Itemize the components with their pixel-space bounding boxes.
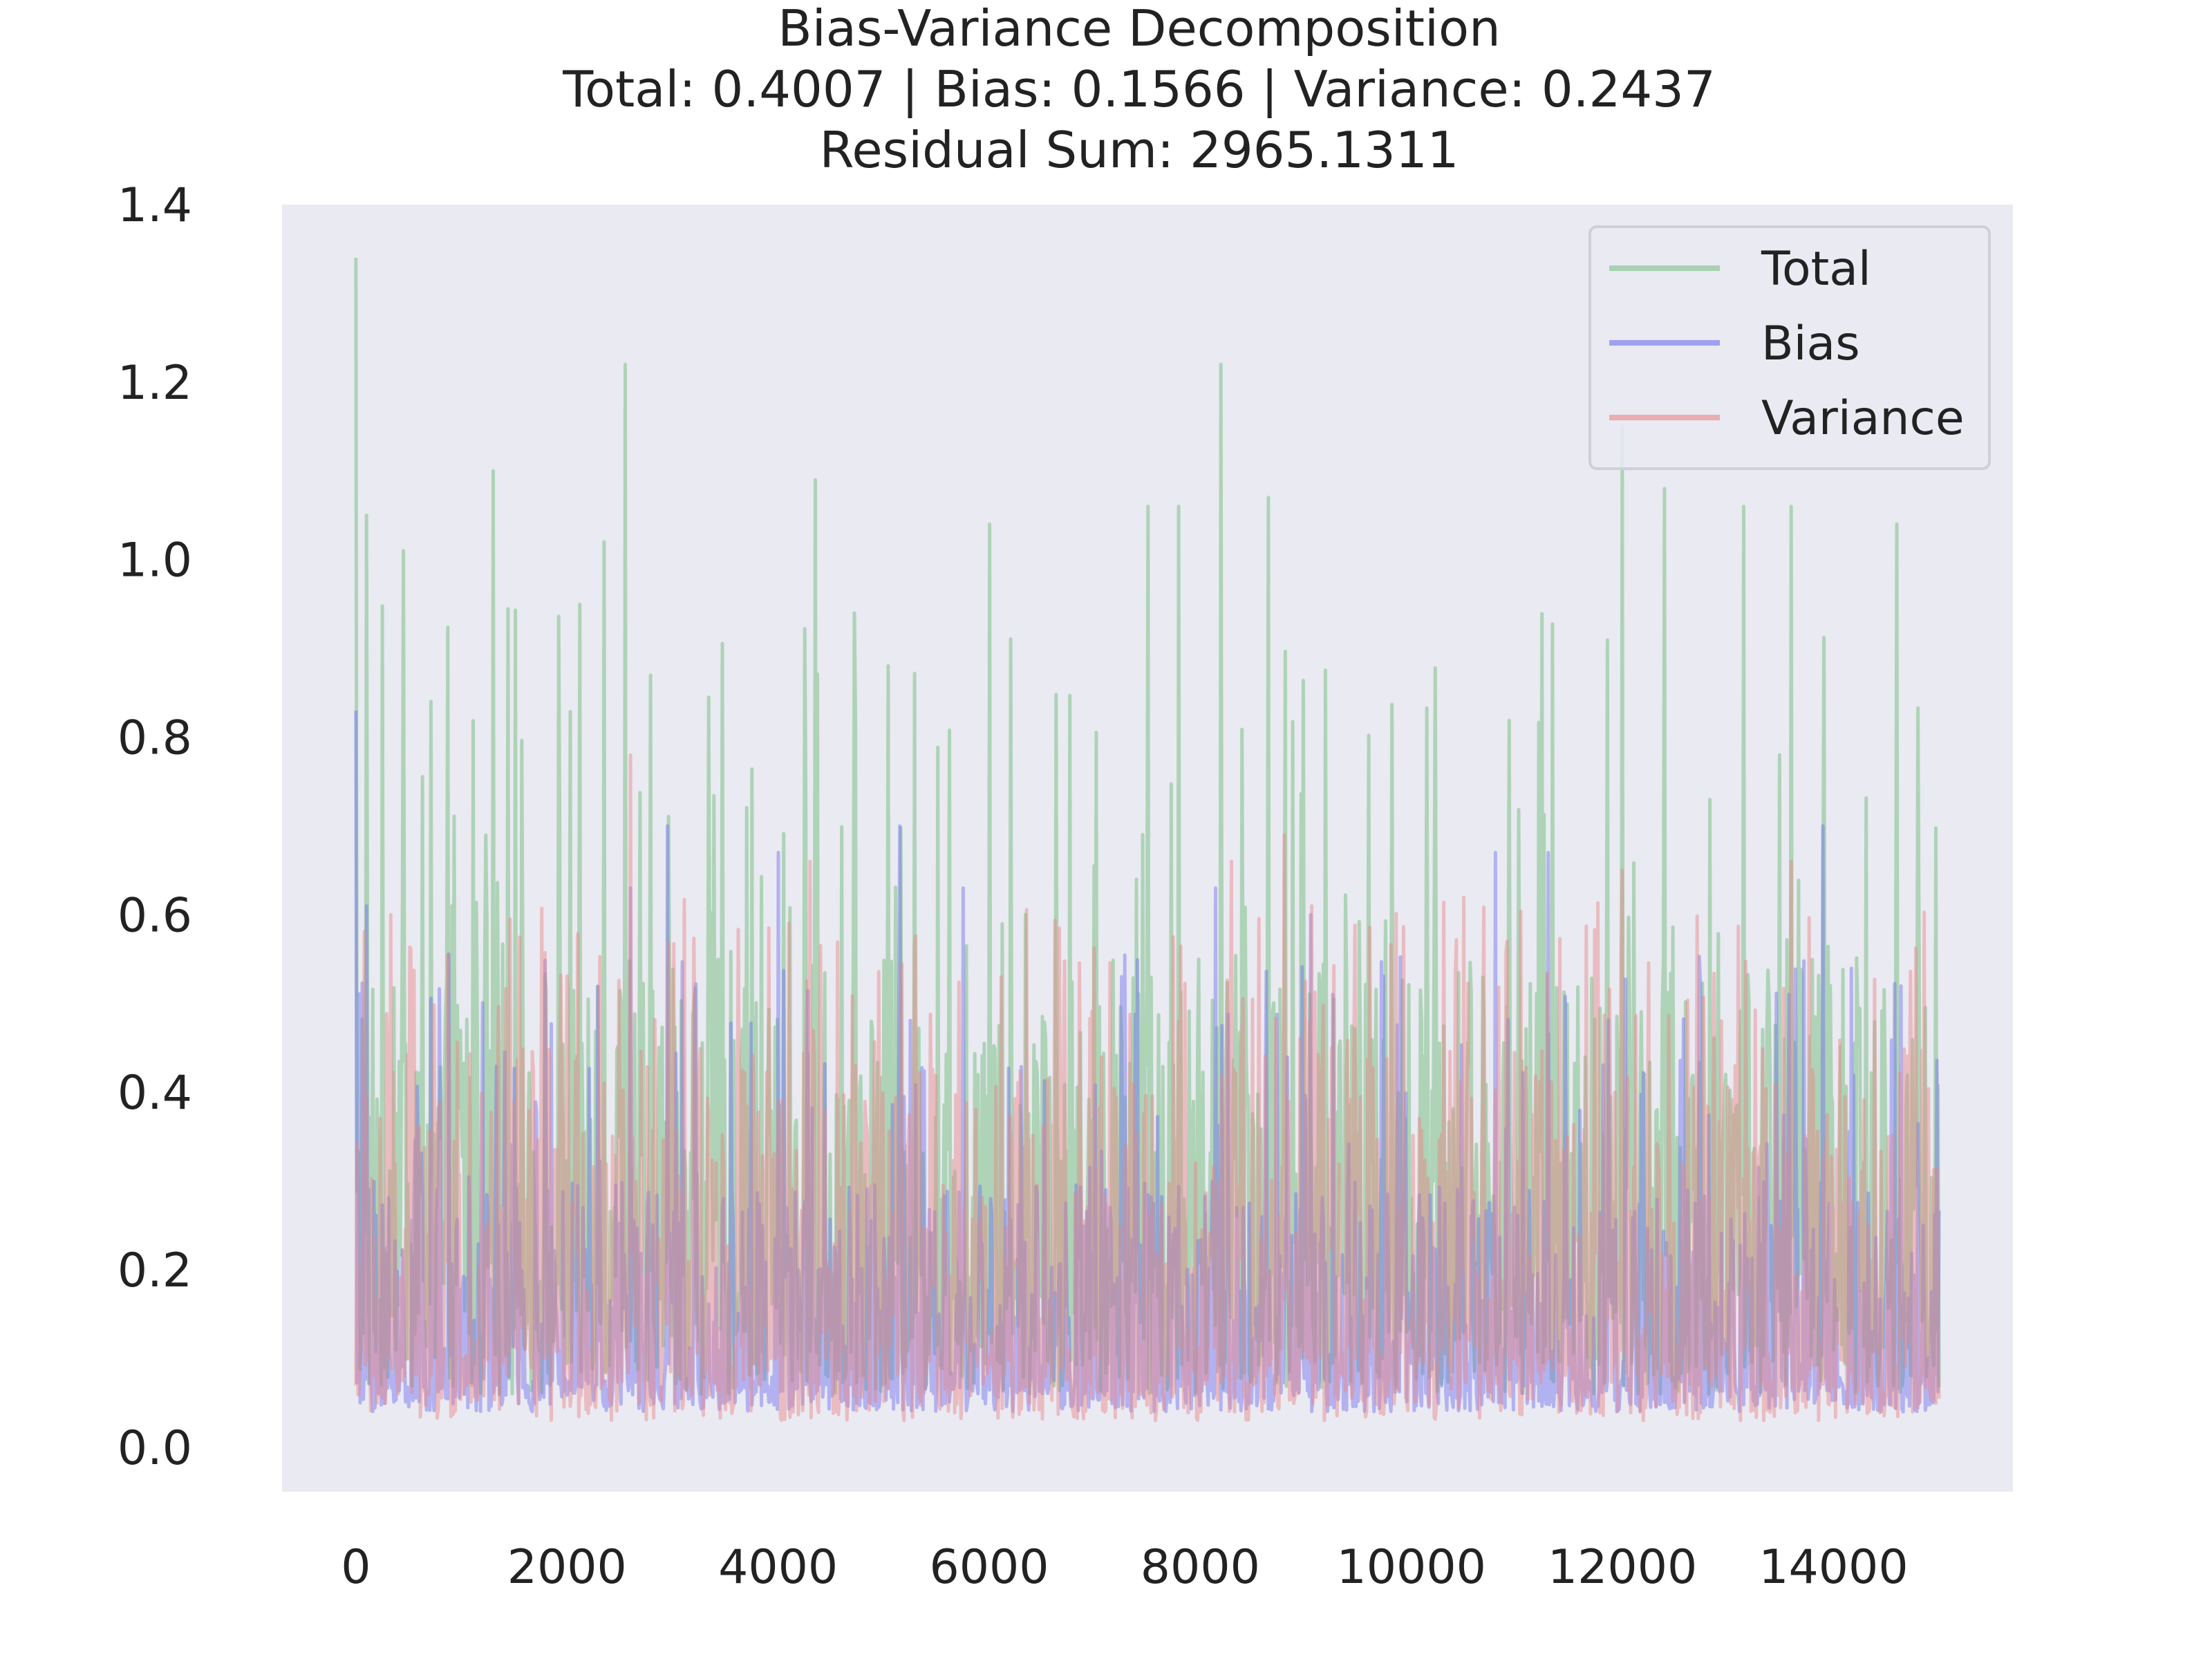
x-tick-label: 4000 [718,1540,838,1595]
y-tick-label: 0.6 [118,888,192,943]
x-tick-label: 2000 [507,1540,627,1595]
y-axis-ticks: 0.0 0.2 0.4 0.6 0.8 1.0 1.2 1.4 [118,178,192,1476]
y-tick-label: 0.2 [118,1244,192,1298]
y-tick-label: 0.0 [118,1421,192,1476]
legend-label-total: Total [1761,242,1871,297]
series-line-total [354,257,1941,1396]
chart-title: Bias-Variance Decomposition Total: 0.400… [562,0,1716,179]
x-tick-label: 6000 [929,1540,1049,1595]
x-tick-label: 0 [341,1540,371,1595]
x-tick-label: 10000 [1337,1540,1486,1595]
y-tick-label: 0.8 [118,711,192,765]
series-line-bias [354,710,1941,1414]
legend: Total Bias Variance [1588,225,1991,470]
x-axis-ticks: 0 2000 4000 6000 8000 10000 12000 14000 [341,1540,1908,1595]
y-tick-label: 1.2 [118,356,192,411]
x-tick-label: 8000 [1141,1540,1260,1595]
series-line-variance [354,753,1941,1423]
x-tick-label: 14000 [1759,1540,1908,1595]
y-tick-label: 1.4 [118,178,192,233]
legend-label-variance: Variance [1761,391,1965,446]
y-tick-label: 0.4 [118,1066,192,1121]
chart-title-line-2: Total: 0.4007 | Bias: 0.1566 | Variance:… [562,60,1716,119]
x-tick-label: 12000 [1548,1540,1697,1595]
y-tick-label: 1.0 [118,534,192,588]
series-layer [354,257,1941,1423]
legend-box [1588,225,1991,470]
legend-label-bias: Bias [1761,317,1860,371]
chart-title-line-1: Bias-Variance Decomposition [778,0,1500,57]
chart-title-line-3: Residual Sum: 2965.1311 [820,121,1459,179]
